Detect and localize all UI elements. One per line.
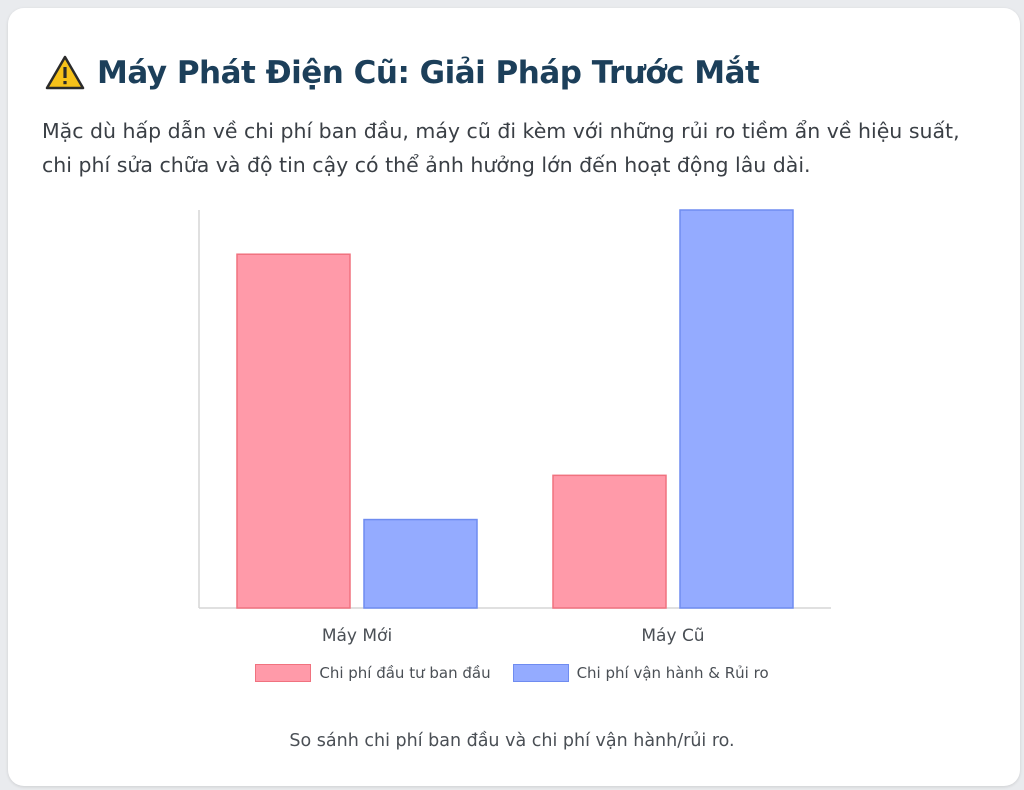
- header: Máy Phát Điện Cũ: Giải Pháp Trước Mắt: [45, 48, 760, 98]
- x-tick-labels: Máy Mới Máy Cũ: [322, 626, 705, 646]
- warning-icon: [45, 55, 85, 90]
- x-tick-label: Máy Cũ: [641, 626, 704, 646]
- bar-initial-cost-1: [552, 474, 667, 609]
- bar-operating-risk-1: [679, 209, 794, 609]
- page-title: Máy Phát Điện Cũ: Giải Pháp Trước Mắt: [97, 55, 760, 91]
- legend-item-initial-cost: Chi phí đầu tư ban đầu: [255, 664, 491, 682]
- legend-label-operating-risk: Chi phí vận hành & Rủi ro: [576, 664, 769, 682]
- description: Mặc dù hấp dẫn về chi phí ban đầu, máy c…: [42, 119, 960, 177]
- chart-card: Máy Phát Điện Cũ: Giải Pháp Trước Mắt Mặ…: [8, 8, 1020, 786]
- bar-group: [236, 209, 794, 609]
- legend-swatch-operating-risk: [512, 664, 569, 682]
- bar-operating-risk-0: [363, 518, 478, 609]
- chart-caption: So sánh chi phí ban đầu và chi phí vận h…: [289, 731, 735, 751]
- legend-item-operating-risk: Chi phí vận hành & Rủi ro: [512, 664, 769, 682]
- bar-initial-cost-0: [236, 253, 351, 609]
- x-tick-label: Máy Mới: [322, 626, 392, 646]
- legend-swatch-initial-cost: [255, 664, 312, 682]
- legend-label-initial-cost: Chi phí đầu tư ban đầu: [319, 664, 491, 682]
- legend: Chi phí đầu tư ban đầu Chi phí vận hành …: [0, 664, 1024, 682]
